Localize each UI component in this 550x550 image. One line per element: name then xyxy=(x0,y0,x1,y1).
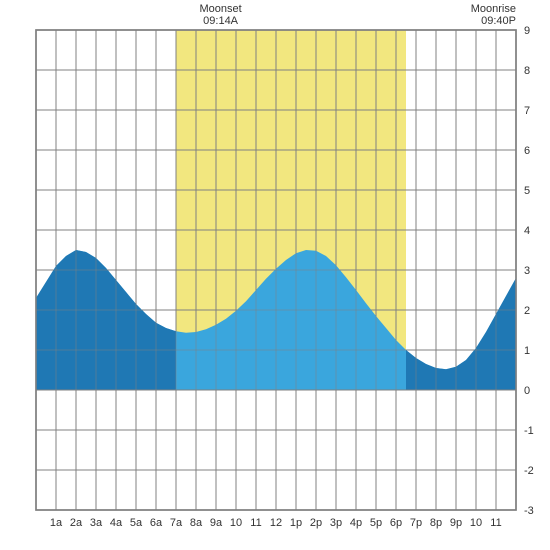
x-tick-label: 9p xyxy=(450,517,462,529)
y-tick-label: 3 xyxy=(524,265,530,277)
x-tick-label: 7p xyxy=(410,517,422,529)
x-tick-label: 10 xyxy=(230,517,242,529)
x-tick-label: 5a xyxy=(130,517,143,529)
y-tick-label: 7 xyxy=(524,105,530,117)
y-tick-label: 5 xyxy=(524,185,530,197)
y-tick-label: 6 xyxy=(524,145,530,157)
moonset-time: 09:14A xyxy=(203,15,239,27)
x-tick-label: 5p xyxy=(370,517,382,529)
y-tick-label: 0 xyxy=(524,385,530,397)
y-tick-label: 2 xyxy=(524,305,530,317)
x-tick-label: 3p xyxy=(330,517,342,529)
x-tick-label: 1a xyxy=(50,517,63,529)
x-tick-label: 6a xyxy=(150,517,163,529)
y-tick-label: -2 xyxy=(524,465,534,477)
x-tick-label: 2p xyxy=(310,517,322,529)
x-tick-label: 4a xyxy=(110,517,123,529)
x-tick-label: 6p xyxy=(390,517,402,529)
x-tick-label: 9a xyxy=(210,517,223,529)
y-tick-label: -1 xyxy=(524,425,534,437)
y-tick-label: 4 xyxy=(524,225,530,237)
x-tick-label: 2a xyxy=(70,517,83,529)
x-tick-label: 11 xyxy=(490,517,501,529)
x-tick-label: 7a xyxy=(170,517,183,529)
moonset-label: Moonset xyxy=(199,3,241,15)
y-tick-label: 8 xyxy=(524,65,530,77)
x-tick-label: 11 xyxy=(250,517,261,529)
y-tick-label: -3 xyxy=(524,505,534,517)
moonrise-label: Moonrise xyxy=(471,3,516,15)
x-tick-label: 3a xyxy=(90,517,103,529)
x-tick-label: 8a xyxy=(190,517,203,529)
y-tick-label: 1 xyxy=(524,345,530,357)
y-tick-label: 9 xyxy=(524,25,530,37)
x-tick-label: 12 xyxy=(270,517,282,529)
x-tick-label: 1p xyxy=(290,517,302,529)
x-tick-label: 8p xyxy=(430,517,442,529)
tide-chart: -3-2-101234567891a2a3a4a5a6a7a8a9a101112… xyxy=(0,0,550,550)
chart-svg: -3-2-101234567891a2a3a4a5a6a7a8a9a101112… xyxy=(0,0,550,550)
x-tick-label: 10 xyxy=(470,517,482,529)
moonrise-time: 09:40P xyxy=(481,15,516,27)
x-tick-label: 4p xyxy=(350,517,362,529)
